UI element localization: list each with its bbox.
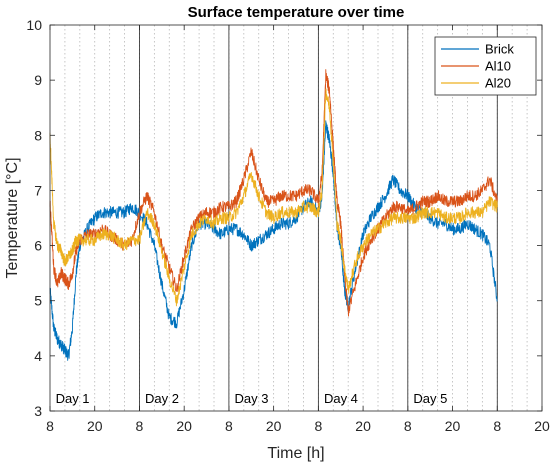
x-tick-label: 8 [314,418,322,434]
legend: Brick Al10 Al20 [434,36,537,96]
series-line-al20 [49,88,498,307]
day-label: Day 3 [235,391,269,406]
x-tick-label: 8 [493,418,501,434]
legend-label: Al10 [485,59,511,74]
day-label: Day 4 [324,391,358,406]
day-labels: Day 1 Day 2 Day 3 Day 4 Day 5 [56,391,448,406]
y-axis-label: Temperature [°C] [4,157,21,278]
x-tick-label: 20 [534,418,550,434]
x-tick-label: 8 [46,418,54,434]
y-tick-label: 7 [34,182,42,198]
x-tick-label: 20 [266,418,282,434]
x-tick-label: 8 [136,418,144,434]
day-label: Day 2 [145,391,179,406]
y-tick-label: 9 [34,72,42,88]
x-tick-label: 20 [355,418,371,434]
axes-box [49,24,543,412]
legend-label: Brick [485,42,514,57]
x-tick-label: 8 [225,418,233,434]
chart-title: Surface temperature over time [188,4,405,21]
x-tick-label: 8 [404,418,412,434]
data-series [49,69,498,361]
y-tick-label: 10 [26,17,42,33]
axis-ticks: 8 20 8 20 8 20 8 20 8 20 8 20 3 4 5 6 7 8 9 10 [26,17,550,434]
x-tick-label: 20 [87,418,103,434]
x-axis-label: Time [h] [267,445,324,462]
y-tick-label: 4 [34,348,42,364]
day-label: Day 1 [56,391,90,406]
y-tick-label: 5 [34,293,42,309]
y-tick-label: 8 [34,127,42,143]
x-tick-label: 20 [176,418,192,434]
x-tick-label: 20 [445,418,461,434]
y-tick-label: 3 [34,403,42,419]
legend-label: Al20 [485,76,511,91]
y-tick-label: 6 [34,238,42,254]
day-label: Day 5 [413,391,447,406]
